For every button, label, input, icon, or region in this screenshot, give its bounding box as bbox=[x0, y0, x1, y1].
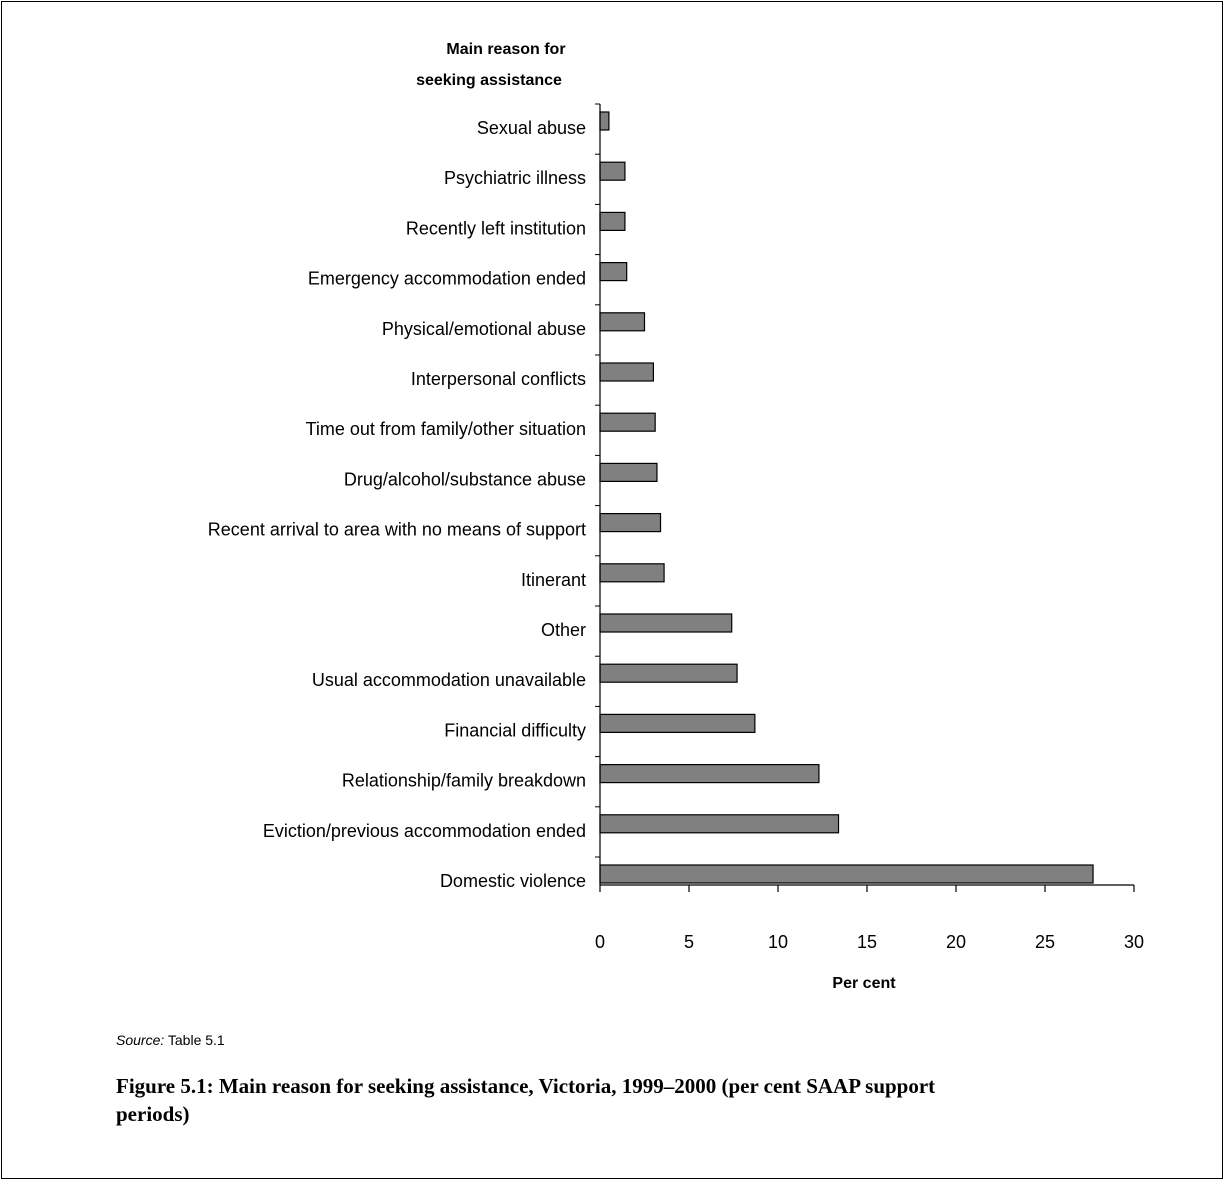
source-note: Source: Table 5.1 bbox=[116, 1032, 225, 1048]
y-axis-title-line-1: Main reason for bbox=[446, 41, 565, 58]
category-label-8: Recent arrival to area with no means of … bbox=[208, 520, 586, 540]
category-label-12: Financial difficulty bbox=[444, 720, 586, 740]
y-axis-title-line-2: seeking assistance bbox=[416, 72, 562, 89]
bar-4 bbox=[599, 312, 646, 332]
category-label-10: Other bbox=[541, 620, 586, 640]
figure-caption: Figure 5.1: Main reason for seeking assi… bbox=[116, 1074, 936, 1126]
category-labels-group: Sexual abuse Psychiatric illness Recently … bbox=[208, 118, 586, 891]
x-tick-label-3: 15 bbox=[857, 932, 877, 952]
category-label-1: Psychiatric illness bbox=[444, 168, 586, 188]
x-tick-label-6: 30 bbox=[1124, 932, 1144, 952]
bar-12 bbox=[599, 713, 756, 734]
x-axis-title: Per cent bbox=[832, 975, 896, 992]
category-label-14: Eviction/previous accommodation ended bbox=[263, 821, 586, 841]
bar-13 bbox=[599, 763, 820, 784]
x-tick-label-2: 10 bbox=[768, 932, 788, 952]
source-text: Table 5.1 bbox=[164, 1032, 225, 1048]
category-label-6: Time out from family/other situation bbox=[306, 419, 586, 439]
bar-1 bbox=[599, 161, 626, 181]
category-label-7: Drug/alcohol/substance abuse bbox=[344, 469, 586, 489]
bar-2 bbox=[599, 211, 626, 231]
bar-10 bbox=[599, 613, 733, 633]
bar-0 bbox=[599, 111, 610, 131]
bars-group bbox=[599, 111, 1094, 884]
bar-14 bbox=[599, 814, 840, 834]
x-tick-label-1: 5 bbox=[684, 932, 694, 952]
bar-3 bbox=[599, 262, 628, 282]
bar-7 bbox=[599, 462, 658, 482]
category-label-3: Emergency accommodation ended bbox=[308, 269, 586, 289]
bar-9 bbox=[599, 563, 665, 583]
category-label-5: Interpersonal conflicts bbox=[411, 369, 586, 389]
axes-group bbox=[595, 103, 1135, 892]
bar-15 bbox=[599, 864, 1094, 884]
bar-8 bbox=[599, 512, 662, 533]
category-label-4: Physical/emotional abuse bbox=[382, 319, 586, 339]
source-label: Source: bbox=[116, 1032, 165, 1048]
x-tick-label-5: 25 bbox=[1035, 932, 1055, 952]
x-tick-label-4: 20 bbox=[946, 932, 966, 952]
category-label-2: Recently left institution bbox=[406, 218, 586, 238]
bar-5 bbox=[599, 362, 655, 382]
category-label-0: Sexual abuse bbox=[477, 118, 586, 138]
bar-11 bbox=[599, 663, 738, 683]
category-label-15: Domestic violence bbox=[440, 871, 586, 891]
category-label-9: Itinerant bbox=[521, 570, 586, 590]
bar-chart: Main reason for seeking assistance Sexua… bbox=[208, 41, 1144, 992]
x-tick-label-0: 0 bbox=[595, 932, 605, 952]
tick-labels-group: 0 5 10 15 20 25 30 bbox=[595, 932, 1144, 952]
category-label-11: Usual accommodation unavailable bbox=[312, 670, 586, 690]
bar-6 bbox=[599, 412, 656, 432]
category-label-13: Relationship/family breakdown bbox=[342, 771, 586, 791]
